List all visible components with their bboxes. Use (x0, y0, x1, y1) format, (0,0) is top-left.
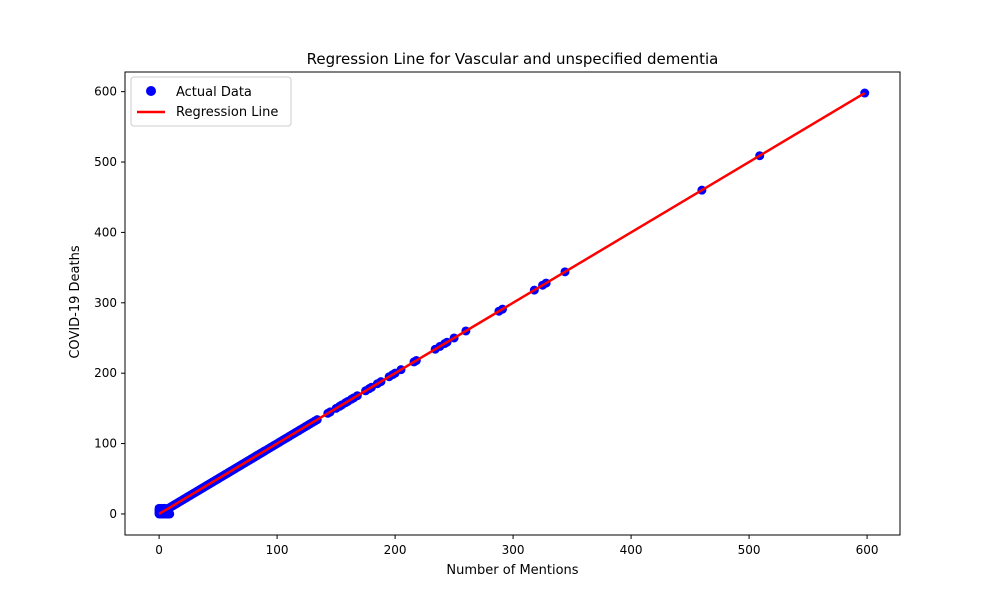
y-tick-label: 600 (94, 85, 117, 99)
regression-line-layer (158, 91, 866, 516)
y-tick-label: 400 (94, 225, 117, 239)
legend-marker-actual-data (146, 86, 156, 96)
x-tick-label: 400 (620, 543, 643, 557)
x-tick-label: 500 (738, 543, 761, 557)
y-tick-label: 0 (109, 507, 117, 521)
x-tick-label: 600 (856, 543, 879, 557)
x-axis-ticks: 0 100 200 300 400 500 600 (155, 535, 879, 557)
legend-box (130, 76, 292, 127)
y-axis-ticks: 0 100 200 300 400 500 600 (94, 85, 125, 521)
x-tick-label: 0 (155, 543, 163, 557)
regression-line (158, 91, 866, 516)
x-tick-label: 200 (384, 543, 407, 557)
legend-label-actual-data: Actual Data (176, 85, 252, 100)
plot-area (154, 88, 870, 519)
x-axis-label: Number of Mentions (446, 563, 578, 578)
y-tick-label: 200 (94, 366, 117, 380)
y-tick-label: 100 (94, 437, 117, 451)
x-tick-label: 100 (266, 543, 289, 557)
data-point (165, 509, 175, 519)
axes-frame (124, 71, 901, 536)
y-tick-label: 500 (94, 155, 117, 169)
x-tick-label: 300 (502, 543, 525, 557)
legend-label-regression-line: Regression Line (176, 105, 278, 120)
legend: Actual Data Regression Line (130, 76, 292, 127)
y-axis-label: COVID-19 Deaths (68, 245, 83, 358)
y-tick-label: 300 (94, 296, 117, 310)
chart-title: Regression Line for Vascular and unspeci… (307, 50, 719, 68)
